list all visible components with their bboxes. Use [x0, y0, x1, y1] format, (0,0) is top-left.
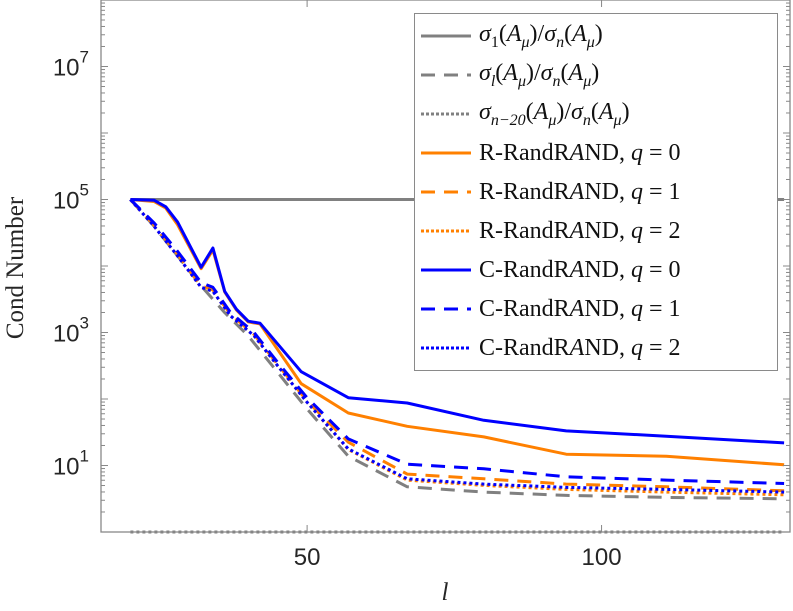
y-tick-label: 101 — [53, 447, 89, 481]
legend-label: R-RandRAND, q = 1 — [479, 178, 681, 205]
legend-swatch — [421, 73, 471, 77]
legend-entry: R-RandRAND, q = 1 — [415, 173, 777, 211]
legend-swatch — [421, 229, 471, 233]
legend-swatch — [421, 34, 471, 38]
ticks: 101 103 105 107 50 100 — [53, 0, 790, 571]
legend-label: C-RandRAND, q = 0 — [479, 256, 681, 283]
legend-label: R-RandRAND, q = 0 — [479, 139, 681, 166]
legend-entry: R-RandRAND, q = 0 — [415, 134, 777, 172]
legend-entry: R-RandRAND, q = 2 — [415, 212, 777, 250]
legend-swatch — [421, 268, 471, 272]
legend-entry: σ1(Aμ)/σn(Aμ) — [415, 17, 777, 55]
y-tick-label: 103 — [53, 314, 89, 348]
legend-label: σn−20(Aμ)/σn(Aμ) — [479, 98, 630, 129]
y-tick-label: 107 — [53, 48, 89, 82]
legend-swatch — [421, 151, 471, 155]
legend-entry: C-RandRAND, q = 0 — [415, 251, 777, 289]
legend-entry: C-RandRAND, q = 1 — [415, 290, 777, 328]
legend-swatch — [421, 346, 471, 350]
x-axis-label: l — [442, 579, 449, 606]
legend-entry: σn−20(Aμ)/σn(Aμ) — [415, 95, 777, 133]
legend-swatch — [421, 190, 471, 194]
legend-label: C-RandRAND, q = 2 — [479, 334, 681, 361]
legend: σ1(Aμ)/σn(Aμ) σl(Aμ)/σn(Aμ) σn−20(Aμ)/σn(A… — [414, 13, 778, 371]
x-tick-label: 50 — [294, 544, 321, 571]
legend-swatch — [421, 112, 471, 116]
legend-swatch — [421, 307, 471, 311]
y-tick-label: 105 — [53, 181, 89, 215]
legend-label: R-RandRAND, q = 2 — [479, 217, 681, 244]
series-line-9 — [129, 198, 785, 494]
series-lines — [129, 198, 785, 534]
legend-entry: C-RandRAND, q = 2 — [415, 329, 777, 367]
x-tick-label: 100 — [582, 544, 622, 571]
series-line-7 — [130, 198, 785, 445]
legend-label: σl(Aμ)/σn(Aμ) — [479, 59, 600, 90]
y-axis-label: Cond Number — [2, 196, 29, 339]
legend-label: C-RandRAND, q = 1 — [479, 295, 681, 322]
legend-entry: σl(Aμ)/σn(Aμ) — [415, 56, 777, 94]
legend-label: σ1(Aμ)/σn(Aμ) — [479, 20, 603, 51]
